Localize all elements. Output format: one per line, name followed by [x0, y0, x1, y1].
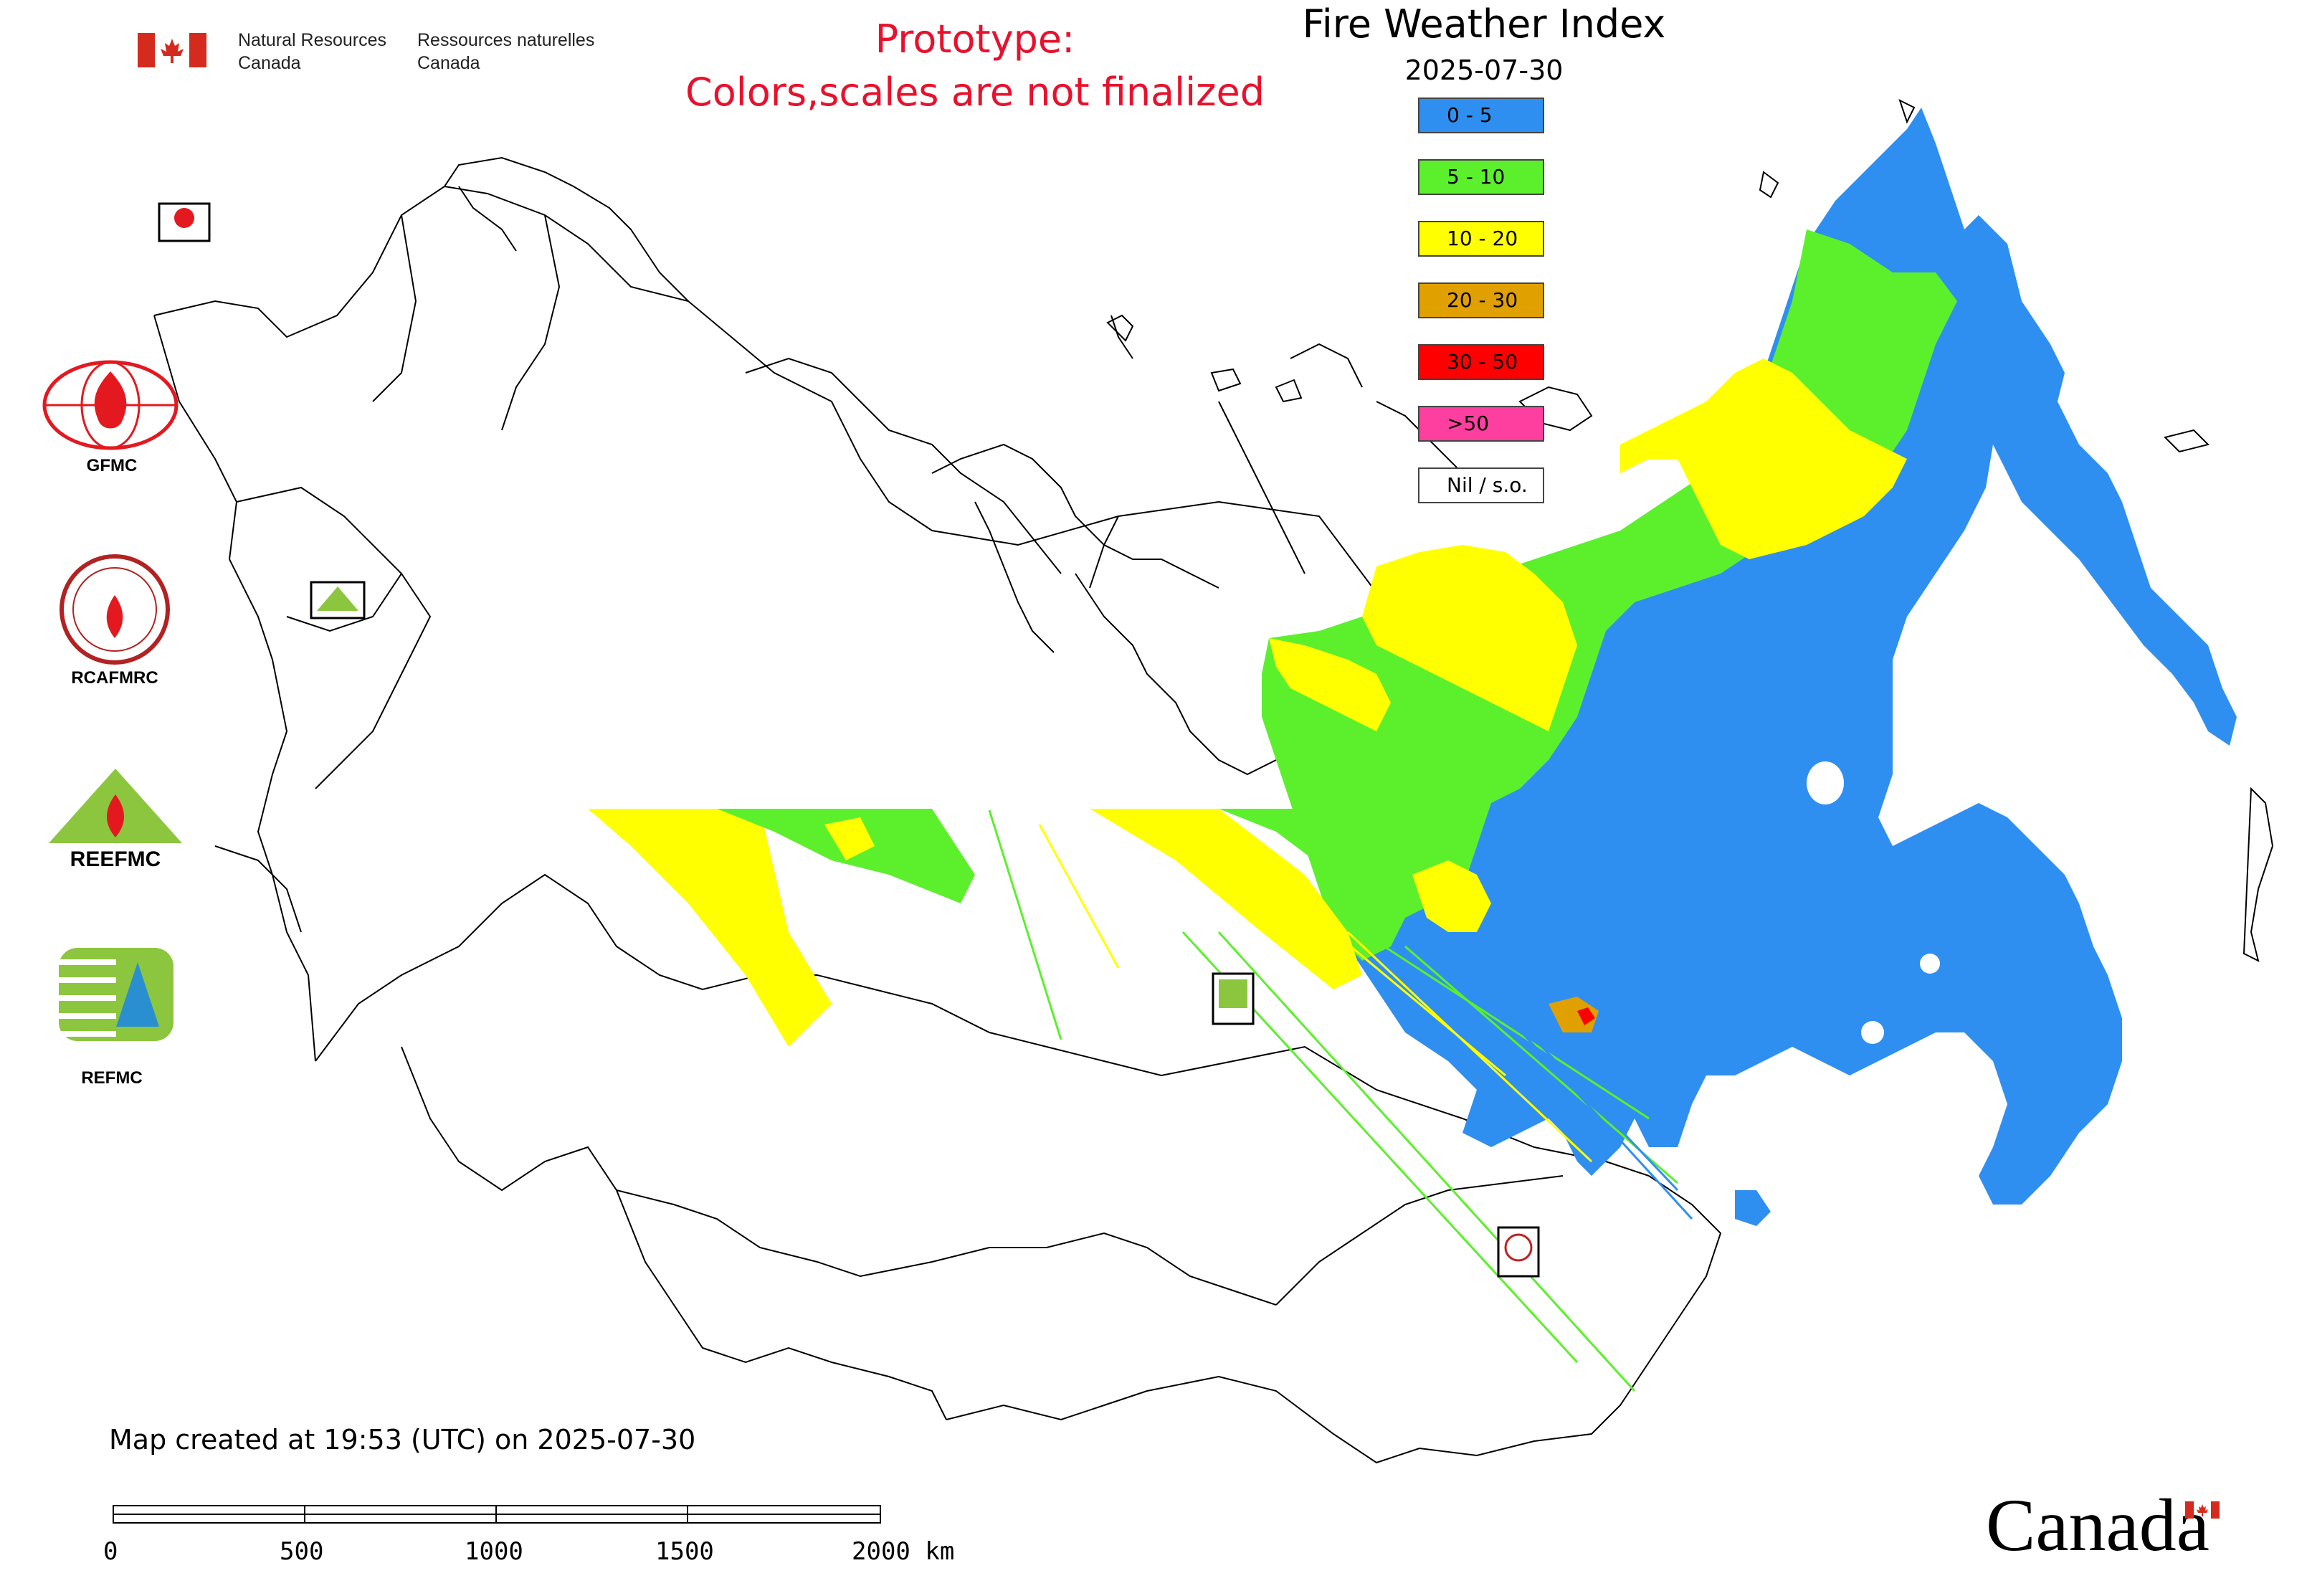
- canada-wordmark: Canada: [1986, 1484, 2210, 1567]
- scale-label-500: 500: [280, 1537, 324, 1566]
- svg-text:REEFMC: REEFMC: [70, 847, 161, 871]
- reefmc-logo-icon: REEFMC: [39, 766, 192, 873]
- lakes: [1696, 761, 1940, 1141]
- agency-name-fr: Ressources naturelles Canada: [417, 29, 618, 75]
- agency-name-en: Natural Resources Canada: [238, 29, 410, 75]
- map-logo-reefmc-icon: [310, 581, 366, 619]
- coastlines: [444, 156, 1463, 776]
- prototype-line1: Prototype:: [875, 16, 1075, 62]
- scale-label-0: 0: [103, 1537, 118, 1566]
- legend-item-30-50: 30 - 50: [1418, 344, 1544, 380]
- gfmc-logo-icon: [39, 358, 182, 452]
- fwi-region-10-20-north: [1620, 358, 1907, 559]
- legend-item-0-5: 0 - 5: [1418, 98, 1544, 133]
- rcafmrc-logo-icon: [57, 552, 172, 667]
- agency-fr-line1: Ressources naturelles: [417, 30, 595, 50]
- map-logo-rcafmrc-icon: [1497, 1226, 1540, 1278]
- legend-item-5-10: 5 - 10: [1418, 159, 1544, 195]
- agency-en-line2: Canada: [238, 53, 301, 73]
- legend-item-20-30: 20 - 30: [1418, 282, 1544, 318]
- country-borders: [153, 185, 1722, 1464]
- rcafmrc-caption: RCAFMRC: [71, 668, 158, 688]
- prototype-line2: Colors,scales are not finalized: [685, 70, 1265, 115]
- legend-item-10-20: 10 - 20: [1418, 221, 1544, 257]
- legend-item-over-50: >50: [1418, 406, 1544, 442]
- scale-label-2000: 2000 km: [852, 1537, 955, 1566]
- canada-flag-small-icon: [2185, 1501, 2220, 1519]
- fwi-region-sakhalin: [1735, 1190, 1771, 1226]
- agency-en-line1: Natural Resources: [238, 30, 387, 50]
- scale-label-1500: 1500: [655, 1537, 714, 1566]
- fwi-region-10-20-southwest: [1412, 860, 1491, 932]
- map-created-note: Map created at 19:53 (UTC) on 2025-07-30: [109, 1424, 696, 1455]
- fwi-region-30-50: [1577, 1007, 1595, 1025]
- fwi-region-10-20-yamal: [1269, 638, 1391, 731]
- legend-item-nil: Nil / s.o.: [1418, 467, 1544, 503]
- scale-bar: [112, 1504, 886, 1526]
- prototype-notice: Prototype: Colors,scales are not finaliz…: [645, 13, 1305, 119]
- canada-flag-icon: [138, 33, 206, 67]
- fwi-region-0-5: [1333, 108, 2237, 1205]
- gfmc-caption: GFMC: [86, 456, 138, 475]
- map-title: Fire Weather Index: [1302, 1, 1666, 47]
- refmc-logo-icon: [59, 948, 173, 1041]
- map-logo-refmc-icon: [1212, 972, 1255, 1025]
- scale-label-1000: 1000: [465, 1537, 523, 1566]
- fwi-streak-band: [588, 809, 1693, 1392]
- refmc-caption: REFMC: [81, 1068, 143, 1088]
- map-date: 2025-07-30: [1404, 54, 1564, 86]
- agency-fr-line2: Canada: [417, 53, 480, 73]
- fwi-region-10-20-taymyr: [1362, 545, 1577, 731]
- map-logo-gfmc-icon: [158, 202, 211, 242]
- legend: 0 - 5 5 - 10 10 - 20 20 - 30 30 - 50 >50…: [1418, 98, 1547, 513]
